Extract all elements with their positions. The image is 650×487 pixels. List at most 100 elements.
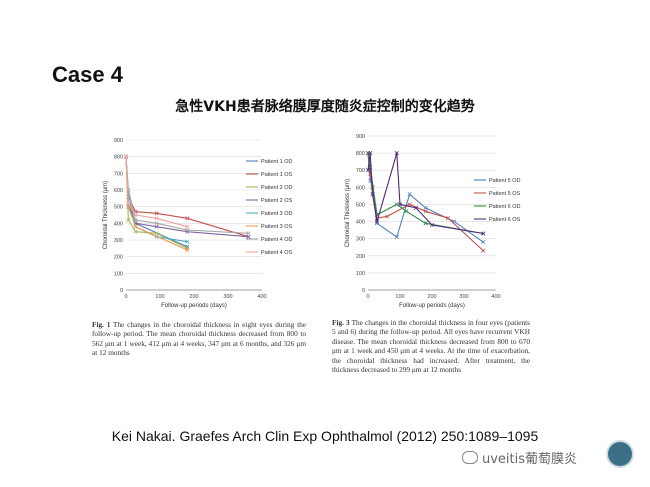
- fig1-data-point: [246, 231, 251, 236]
- figure-3-caption-label: Fig. 3: [332, 318, 350, 327]
- fig3-x-tick-label: 400: [491, 294, 500, 300]
- fig1-marker-stroke: [185, 239, 190, 244]
- fig1-data-point: [123, 154, 129, 159]
- fig1-y-tick-label: 800: [114, 155, 123, 161]
- fig1-y-tick-label: 100: [114, 271, 123, 277]
- fig3-marker-stroke: [423, 209, 428, 214]
- fig1-marker-stroke: [185, 216, 190, 221]
- fig3-y-tick-label: 100: [356, 271, 365, 277]
- fig1-series-line: [125, 156, 188, 228]
- fig1-x-tick-label: 0: [124, 294, 127, 300]
- fig3-data-point: [413, 205, 419, 210]
- fig1-marker-stroke: [246, 231, 251, 236]
- fig1-legend-entry: Patient 4 OS: [261, 250, 293, 256]
- fig1-series-line: [125, 156, 188, 243]
- fig1-data-point: [185, 247, 190, 253]
- figure-3-caption: Fig. 3 The changes in the choroidal thic…: [332, 318, 530, 374]
- fig1-marker-stroke: [154, 216, 159, 221]
- fig1-marker-stroke: [126, 217, 131, 223]
- fig1-marker-stroke: [126, 201, 131, 206]
- fig1-data-point: [154, 224, 159, 229]
- fig3-marker-stroke: [429, 222, 435, 228]
- fig1-legend-entry: Patient 2 OS: [261, 198, 293, 204]
- fig3-data-point: [429, 222, 435, 228]
- fig3-data-point: [374, 219, 380, 224]
- fig3-legend-entry: Patient 6 OS: [489, 217, 521, 223]
- fig1-marker-stroke: [133, 212, 138, 218]
- fig3-x-tick-label: 200: [427, 294, 436, 300]
- watermark-text: uveitis葡萄膜炎: [482, 452, 578, 467]
- fig3-marker-stroke: [397, 202, 403, 207]
- fig1-x-tick-label: 400: [257, 294, 266, 300]
- fig3-data-point: [394, 234, 399, 240]
- fig1-legend-entry: Patient 3 OD: [261, 211, 293, 217]
- fig3-y-tick-label: 900: [356, 134, 365, 140]
- fig3-data-point: [407, 192, 412, 197]
- fig1-data-point: [133, 217, 138, 223]
- fig3-marker-stroke: [404, 209, 409, 214]
- fig1-marker-stroke: [154, 231, 159, 236]
- fig1-y-tick-label: 900: [114, 138, 123, 144]
- fig1-x-axis-label: Follow-up periods (days): [161, 303, 227, 309]
- fig1-data-point: [154, 221, 159, 226]
- fig3-y-tick-label: 700: [356, 168, 365, 174]
- fig3-marker-stroke: [481, 240, 486, 245]
- fig3-data-point: [374, 221, 380, 226]
- figure-1-caption-text: The changes in the choroidal thickness i…: [92, 320, 306, 358]
- fig3-marker-stroke: [423, 221, 428, 226]
- fig3-data-point: [394, 151, 399, 156]
- fig1-y-tick-label: 300: [114, 238, 123, 244]
- fig3-data-point: [423, 221, 428, 226]
- figure-3-chart: 0 100 200 300 400 500 600 700 800 900 0 100 200 300 40…: [345, 134, 521, 309]
- figure-1-caption: Fig. 1 The changes in the choroidal thic…: [92, 320, 306, 358]
- fig3-x-tick-label: 300: [459, 294, 468, 300]
- fig1-y-tick-label: 200: [114, 255, 123, 261]
- fig1-marker-stroke: [185, 247, 190, 253]
- fig1-y-tick-label: 0: [120, 288, 123, 294]
- fig3-y-axis-label: Choroidal Thickness (μm): [345, 179, 351, 247]
- citation-reference: Kei Nakai. Graefes Arch Clin Exp Ophthal…: [111, 428, 539, 444]
- fig3-data-point: [481, 231, 486, 236]
- fig1-y-tick-label: 700: [114, 171, 123, 177]
- fig1-data-point: [185, 239, 190, 244]
- fig1-legend-entry: Patient 4 OD: [261, 237, 293, 243]
- fig1-series-line: [125, 156, 188, 251]
- watermark-badge: uveitis葡萄膜炎: [462, 448, 577, 467]
- fig3-y-tick-label: 300: [356, 237, 365, 243]
- fig3-y-tick-label: 0: [362, 288, 365, 294]
- fig3-series-line: [367, 153, 484, 252]
- fig1-legend-entry: Patient 1 OS: [261, 172, 293, 178]
- fig1-legend-entry: Patient 3 OS: [261, 224, 293, 230]
- figure-1-caption-label: Fig. 1: [92, 320, 111, 329]
- fig3-marker-stroke: [368, 151, 373, 156]
- wechat-icon: [462, 451, 478, 464]
- fig3-marker-stroke: [394, 234, 399, 240]
- fig3-marker-stroke: [445, 216, 451, 221]
- fig1-data-point: [185, 216, 190, 221]
- fig1-y-axis-label: Choroidal Thickness (μm): [103, 181, 109, 249]
- slide-subtitle: 急性VKH患者脉络膜厚度随炎症控制的变化趋势: [175, 99, 475, 115]
- fig1-data-point: [133, 224, 138, 229]
- fig1-data-point: [154, 216, 159, 221]
- uveitis-logo: [606, 440, 634, 468]
- fig3-data-point: [481, 248, 486, 253]
- fig3-x-axis-label: Follow-up periods (days): [399, 303, 465, 309]
- fig3-data-point: [423, 209, 428, 214]
- fig1-marker-stroke: [126, 187, 131, 193]
- figure-1-chart: 0 100 200 300 400 500 600 700 800 900 0 100 200 300 40…: [103, 138, 293, 309]
- fig3-data-point: [481, 240, 486, 245]
- fig3-marker-stroke: [385, 214, 390, 219]
- fig3-data-point: [370, 192, 375, 197]
- fig3-marker-stroke: [413, 205, 419, 210]
- fig3-legend-entry: Patient 5 OS: [489, 191, 521, 197]
- fig1-marker-stroke: [133, 217, 138, 223]
- fig1-marker-stroke: [154, 224, 159, 229]
- figure-3-caption-text: The changes in the choroidal thickness i…: [332, 318, 530, 375]
- fig1-marker-stroke: [185, 224, 190, 229]
- fig3-data-point: [397, 202, 403, 207]
- fig3-data-point: [385, 214, 390, 219]
- slide-title: Case 4: [52, 62, 123, 87]
- fig1-legend-entry: Patient 1 OD: [261, 159, 293, 165]
- fig3-data-point: [404, 209, 409, 214]
- fig1-marker-stroke: [246, 234, 251, 239]
